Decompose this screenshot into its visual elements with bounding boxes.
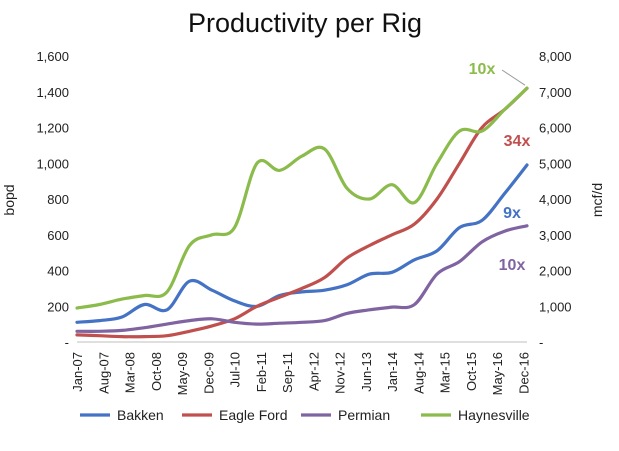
multiplier-label-bakken: 9x	[503, 205, 521, 222]
x-tick-label: Dec-09	[201, 352, 216, 394]
y-axis-left-title: bopd	[1, 184, 17, 215]
legend-label-eagle-ford: Eagle Ford	[219, 407, 287, 423]
y-left-tick-label: -	[65, 335, 69, 350]
y-left-tick-label: 400	[47, 264, 69, 279]
annotation-leader-line	[501, 69, 526, 86]
multiplier-label-permian: 10x	[499, 257, 526, 274]
y-right-tick-label: 3,000	[539, 228, 572, 243]
x-tick-label: Dec-16	[516, 352, 531, 394]
y-right-tick-label: 1,000	[539, 299, 572, 314]
y-left-tick-label: 200	[47, 299, 69, 314]
y-right-tick-label: 2,000	[539, 264, 572, 279]
x-tick-label: Jan-14	[385, 352, 400, 392]
y-right-tick-label: 7,000	[539, 85, 572, 100]
y-left-tick-label: 1,200	[36, 121, 69, 136]
chart-title: Productivity per Rig	[188, 8, 422, 38]
x-tick-label: Feb-11	[254, 352, 269, 392]
series-line-haynesville	[75, 86, 529, 310]
y-right-tick-label: 4,000	[539, 192, 572, 207]
y-left-tick-label: 600	[47, 228, 69, 243]
series-line-eagle-ford	[75, 86, 529, 339]
legend-label-permian: Permian	[338, 407, 390, 423]
legend-label-bakken: Bakken	[117, 407, 164, 423]
x-tick-label: Oct-15	[464, 352, 479, 391]
legend-label-haynesville: Haynesville	[458, 407, 530, 423]
tick-labels-group: - 200 400 600 800 1,000 1,200 1,400 1,600 - 1,000 2…	[36, 49, 571, 395]
y-axis-right-title: mcf/d	[589, 183, 605, 217]
x-tick-label: May-09	[175, 352, 190, 395]
x-tick-label: Jan-07	[70, 352, 85, 392]
y-left-tick-label: 1,400	[36, 85, 69, 100]
multiplier-label-haynesville: 10x	[469, 61, 496, 78]
x-tick-label: Jul-10	[228, 352, 243, 387]
y-right-tick-label: -	[539, 335, 543, 350]
x-tick-label: Apr-12	[306, 352, 321, 391]
x-tick-label: May-16	[490, 352, 505, 395]
x-tick-label: Oct-08	[149, 352, 164, 391]
x-tick-label: Mar-08	[123, 352, 138, 393]
y-left-tick-label: 1,600	[36, 49, 69, 64]
annotations-group: 10x 34x 9x 10x	[469, 61, 531, 274]
x-tick-label: Aug-14	[411, 352, 426, 394]
y-right-tick-label: 6,000	[539, 121, 572, 136]
x-tick-label: Mar-15	[438, 352, 453, 393]
y-left-tick-label: 800	[47, 192, 69, 207]
legend: Bakken Eagle Ford Permian Haynesville	[80, 407, 530, 423]
y-right-tick-label: 5,000	[539, 156, 572, 171]
series-line-bakken	[75, 163, 529, 324]
x-tick-label: Jun-13	[359, 352, 374, 392]
series-group	[75, 86, 529, 339]
series-line-permian	[75, 224, 529, 333]
x-tick-label: Sep-11	[280, 352, 295, 393]
multiplier-label-eagle-ford: 34x	[504, 133, 531, 150]
y-left-tick-label: 1,000	[36, 156, 69, 171]
y-right-tick-label: 8,000	[539, 49, 572, 64]
x-tick-label: Aug-07	[96, 352, 111, 394]
x-tick-label: Nov-12	[333, 352, 348, 394]
